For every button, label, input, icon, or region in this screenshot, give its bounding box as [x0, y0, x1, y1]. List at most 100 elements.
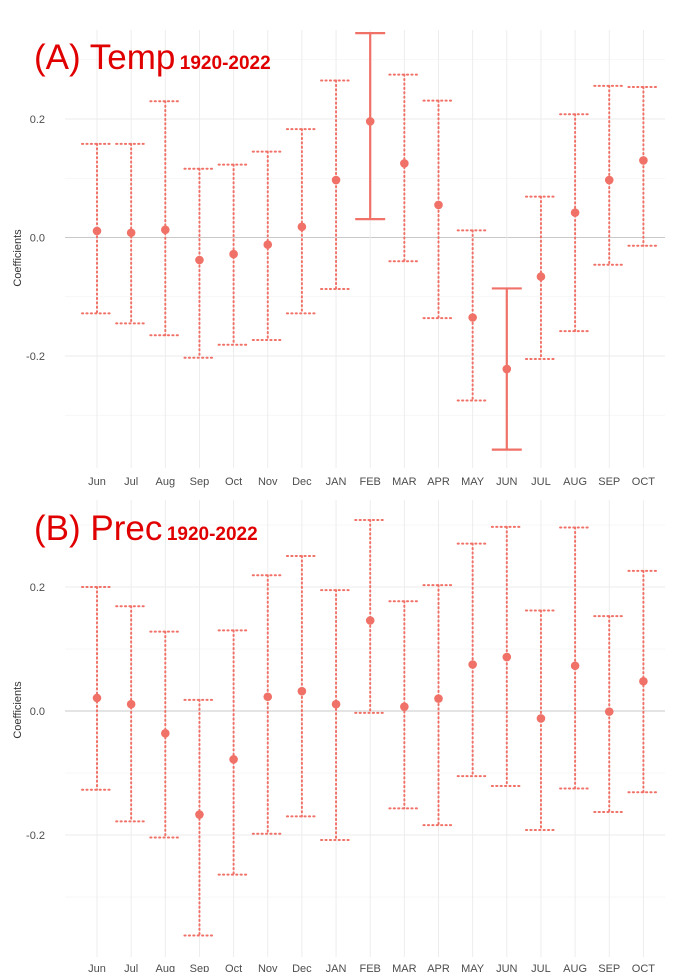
panel-a-error-bar: [149, 100, 182, 337]
panel-b-x-tick-label: Sep: [190, 963, 210, 972]
panel-a-x-tick-label: SEP: [598, 476, 620, 488]
panel-b-coefficient-point: [468, 660, 477, 669]
panel-b-y-tick-label: 0.2: [30, 582, 45, 594]
panel-a-coefficient-point: [195, 255, 204, 265]
panel-a-error-bar: [593, 84, 626, 266]
panel-b-x-tick-label: MAY: [461, 963, 485, 972]
panel-b-coefficient-point: [195, 810, 204, 819]
panel-a-error-bar: [388, 73, 421, 263]
panel-a-x-tick-label: Oct: [225, 476, 242, 488]
panel-a-coefficient-point: [263, 240, 273, 249]
panel-a-x-tick-label: Sep: [190, 476, 210, 488]
panel-b-coefficient-point: [161, 729, 170, 738]
panel-b-title: (B) Prec 1920-2022: [34, 511, 258, 546]
panel-b-coefficient-point: [434, 694, 443, 703]
panel-a-y-tick-label: -0.2: [26, 351, 45, 363]
panel-b-x-tick-label: JAN: [326, 963, 347, 972]
panel-b-error-bar: [285, 555, 318, 818]
panel-a-coefficient-point: [468, 313, 477, 322]
panel-b-coefficient-point: [229, 755, 238, 764]
panel-b-x-tick-label: Dec: [292, 963, 312, 972]
panel-b-error-bar: [388, 600, 421, 810]
panel-a-x-tick-label: AUG: [563, 476, 587, 488]
panel-a-coefficient-point: [126, 228, 136, 238]
panel-a-coefficient-point: [92, 226, 102, 236]
panel-a-x-tick-label: Jul: [124, 476, 138, 488]
panel-b-y-tick-label: 0.0: [30, 706, 45, 718]
panel-b-coefficient-point: [365, 616, 375, 625]
panel-b-error-bar: [115, 605, 148, 823]
panel-a-period: 1920-2022: [179, 53, 271, 74]
panel-a-x-tick-label: Jun: [88, 476, 106, 488]
panel-a-y-tick-label: 0.0: [30, 233, 45, 245]
panel-b-coefficient-point: [536, 714, 546, 723]
panel-a-coefficient-point: [161, 225, 170, 235]
panel-a-x-tick-label: Aug: [156, 476, 176, 488]
panel-b-coefficient-point: [400, 702, 409, 711]
panel-b-coefficient-point: [297, 686, 307, 696]
panel-b-x-tick-label: Jun: [88, 963, 106, 972]
panel-a-coefficient-point: [639, 156, 648, 165]
panel-a-title: (A) Temp 1920-2022: [34, 40, 271, 75]
panel-b-x-tick-label: APR: [427, 963, 450, 972]
panel-a-x-tick-label: APR: [427, 476, 450, 488]
panel-a-x-tick-label: JUL: [531, 476, 551, 488]
panel-a-coefficient-point: [502, 364, 512, 374]
panel-a-x-tick-label: MAR: [392, 476, 417, 488]
panel-a-coefficient-point: [536, 272, 546, 281]
panel-a-coefficient-point: [365, 117, 375, 126]
panel-b-error-bar: [251, 574, 284, 835]
panel-b-x-tick-label: Nov: [258, 963, 278, 972]
panel-b-coefficient-point: [502, 652, 512, 662]
panel-a-coefficient-point: [400, 159, 409, 168]
panel-b-x-tick-label: JUN: [496, 963, 517, 972]
panel-a-error-bar: [422, 99, 455, 320]
panel-a-error-bar: [627, 86, 660, 247]
panel-b-x-tick-label: Aug: [156, 963, 176, 972]
panel-b-coefficient-point: [604, 707, 614, 716]
panel-b-x-tick-label: FEB: [359, 963, 380, 972]
panel-b-error-bar: [217, 629, 250, 876]
panel-a-y-tick-label: 0.2: [30, 114, 45, 126]
panel-b-period: 1920-2022: [166, 524, 258, 545]
panel-a-plot: -0.2 0.0 0.2 Coefficients Jun Jul Aug Sep Oct Nov…: [12, 30, 665, 488]
panel-b-x-tick-label: Jul: [124, 963, 138, 972]
panel-a-x-tick-label: FEB: [359, 476, 380, 488]
panel-a-coefficient-point: [229, 249, 238, 259]
panel-a-coefficient-point: [434, 200, 443, 210]
panel-b-x-tick-label: OCT: [632, 963, 656, 972]
panel-a-x-tick-label: JAN: [326, 476, 347, 488]
panel-b-error-bar: [320, 589, 353, 841]
panel-a-label: (A) Temp: [34, 38, 176, 77]
panel-a-error-bar: [559, 113, 592, 333]
panel-b-coefficient-point: [263, 692, 273, 702]
panel-a-x-tick-label: Nov: [258, 476, 278, 488]
panel-a-coefficient-point: [297, 222, 307, 232]
panel-a-error-bar: [320, 79, 353, 291]
panel-b-x-tick-label: Oct: [225, 963, 242, 972]
panel-b-coefficient-point: [639, 676, 648, 686]
panel-b-x-tick-label: MAR: [392, 963, 417, 972]
panel-b-coefficient-point: [92, 693, 102, 703]
panel-b-error-bar: [422, 584, 455, 827]
panel-b-error-bar: [456, 542, 489, 778]
panel-b-coefficient-point: [331, 699, 341, 709]
panel-a-x-tick-label: MAY: [461, 476, 485, 488]
panel-b-x-tick-label: JUL: [531, 963, 551, 972]
panel-a-error-bar: [285, 128, 318, 315]
panel-b-coefficient-point: [570, 661, 580, 671]
panel-b-x-tick-label: AUG: [563, 963, 587, 972]
panel-b-coefficient-point: [126, 699, 136, 709]
panel-a-coefficient-point: [331, 175, 341, 185]
panel-b-error-bar: [559, 526, 592, 790]
panel-a-y-axis-label: Coefficients: [12, 229, 24, 287]
panel-b-y-tick-label: -0.2: [26, 830, 45, 842]
panel-a-x-tick-label: JUN: [496, 476, 517, 488]
panel-a-coefficient-point: [570, 208, 580, 217]
panel-b-label: (B) Prec: [34, 509, 163, 548]
panel-b-x-tick-label: SEP: [598, 963, 620, 972]
panel-a-x-tick-label: OCT: [632, 476, 656, 488]
panel-b-y-axis-label: Coefficients: [12, 681, 24, 739]
